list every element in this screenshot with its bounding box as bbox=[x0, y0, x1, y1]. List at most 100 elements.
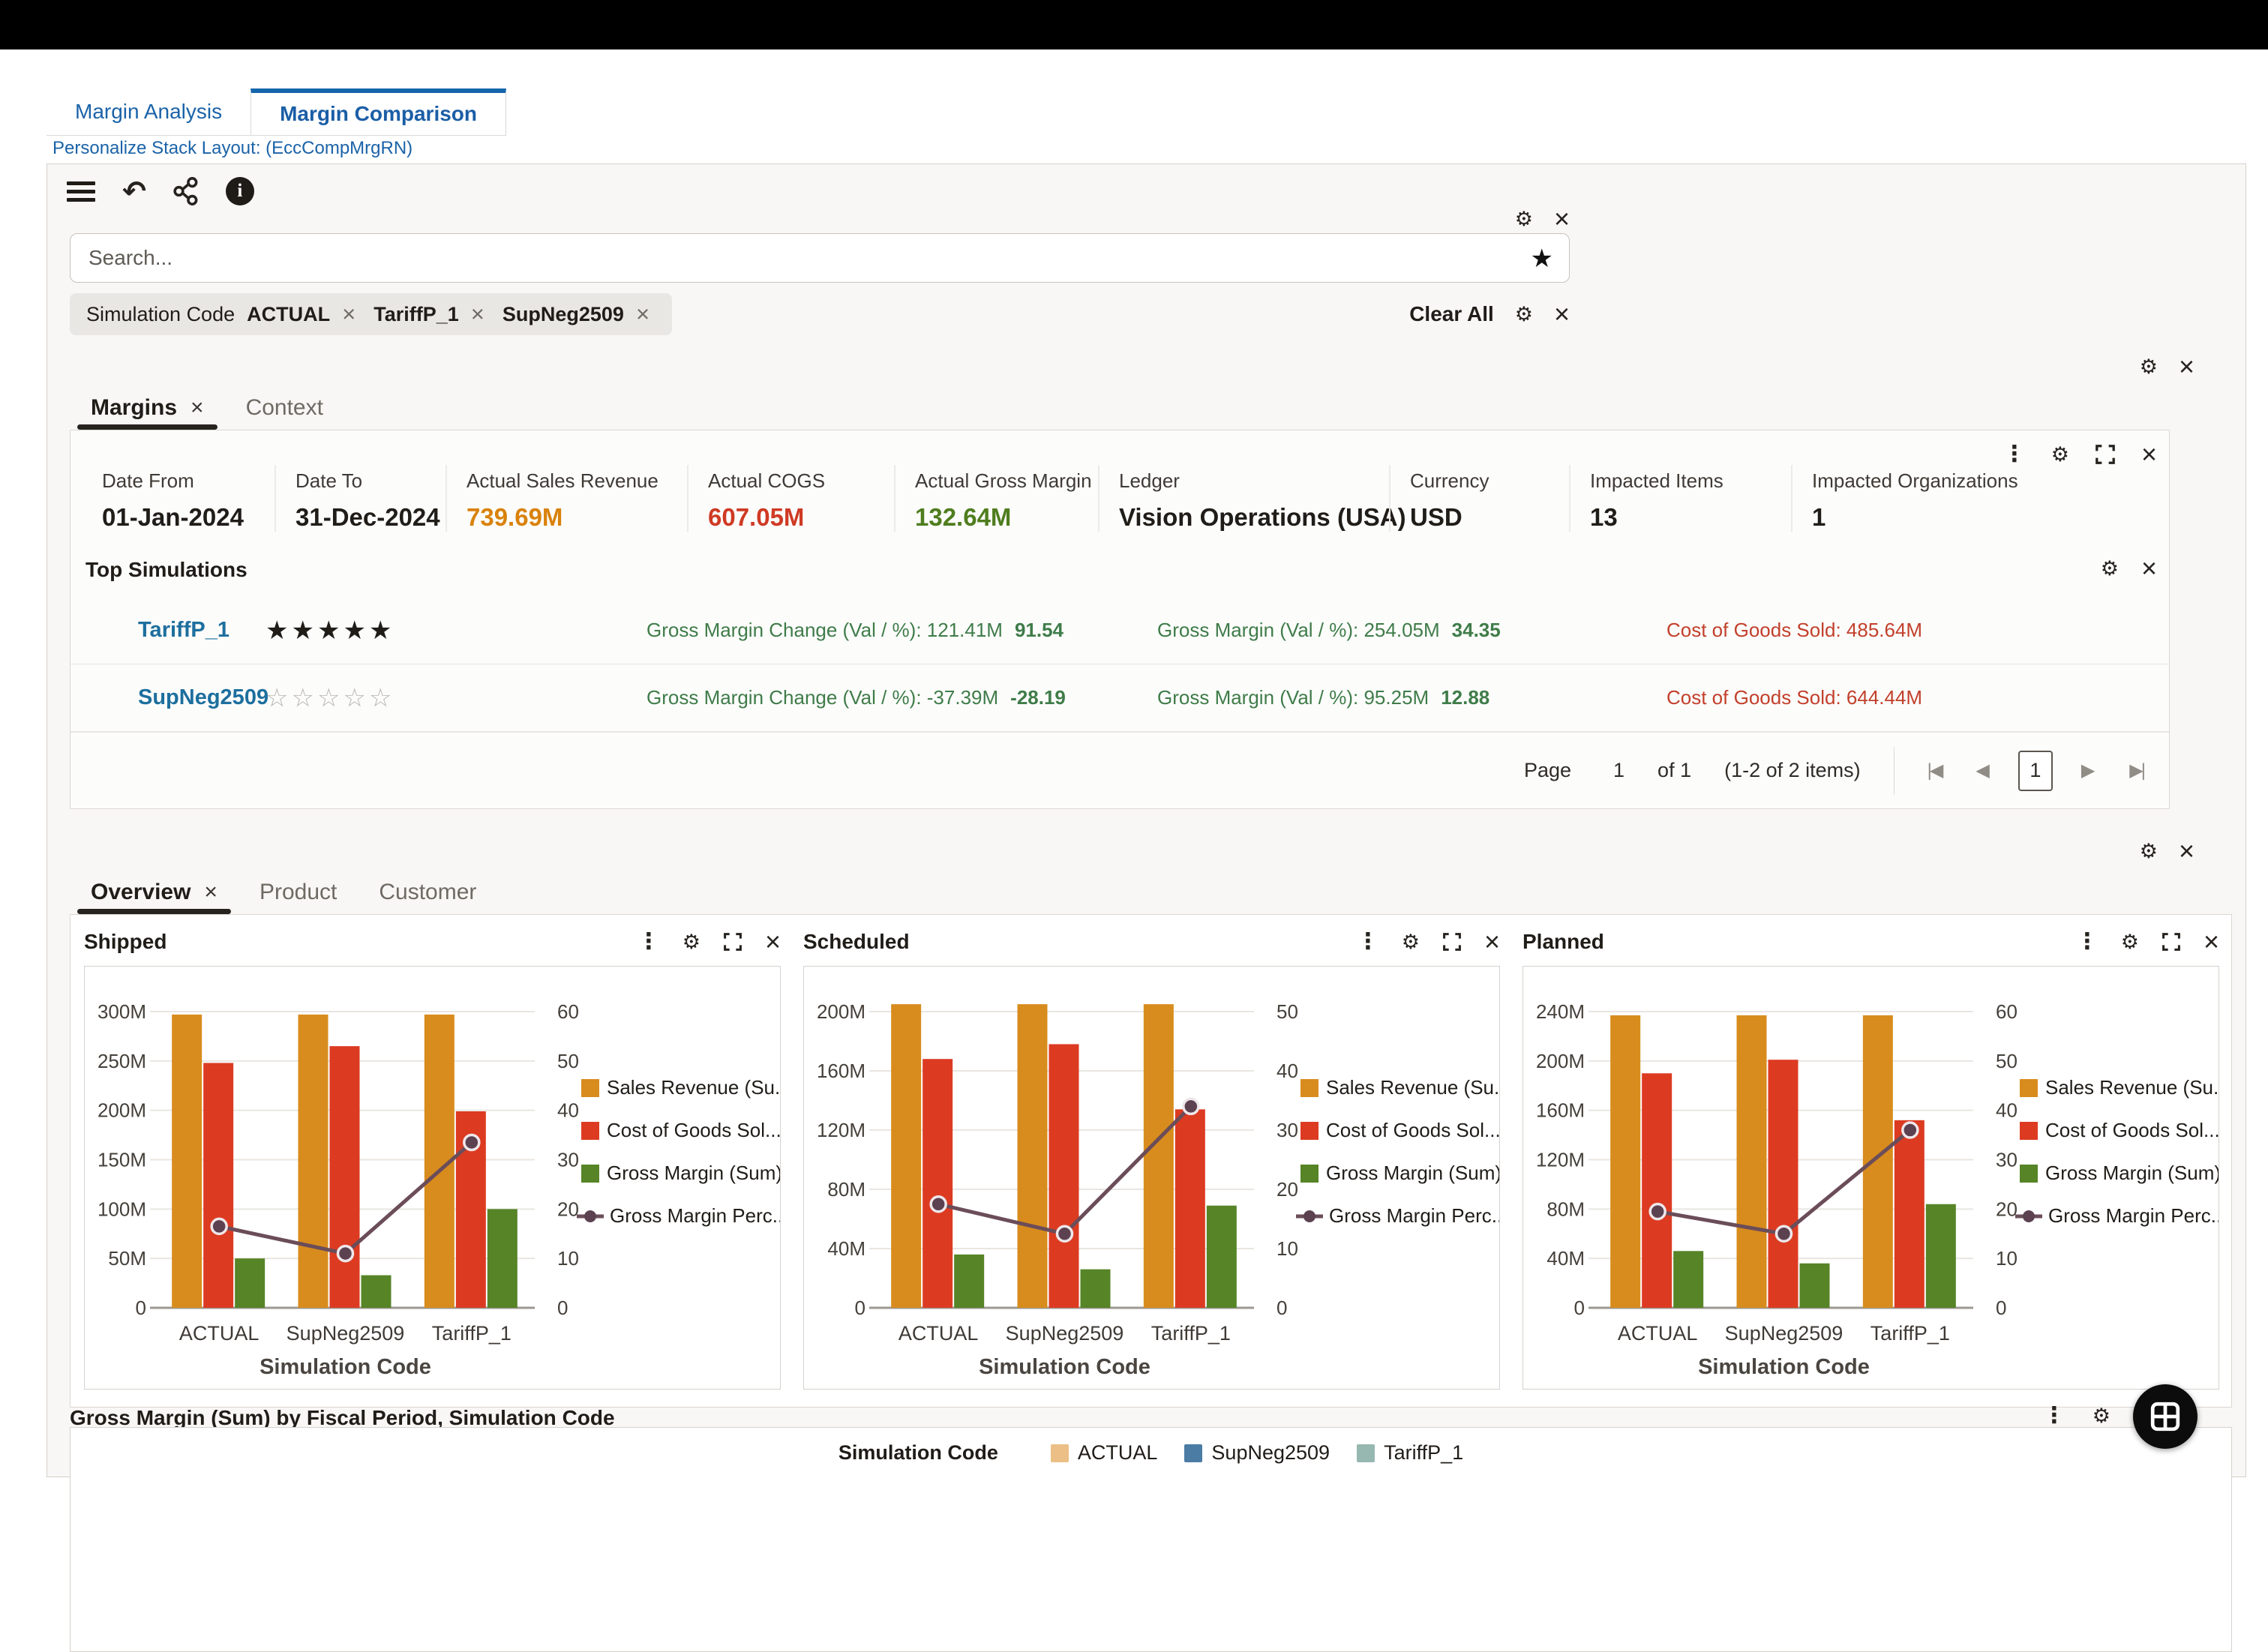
star-icon[interactable]: ★ bbox=[266, 616, 292, 645]
tab-customer[interactable]: Customer bbox=[379, 880, 477, 904]
tab-product[interactable]: Product bbox=[259, 880, 338, 904]
page-of: of 1 bbox=[1658, 759, 1692, 781]
search-container: ★ bbox=[70, 233, 1570, 283]
overflow-menu-icon[interactable]: ⋮ bbox=[2042, 1403, 2066, 1428]
svg-text:Gross Margin (Sum): Gross Margin (Sum) bbox=[2045, 1162, 2218, 1184]
gross-margin-change: Gross Margin Change (Val / %): 121.41M 91… bbox=[646, 619, 1064, 641]
close-tab-icon[interactable]: × bbox=[204, 880, 218, 904]
first-page-button[interactable]: |◀ bbox=[1927, 760, 1944, 781]
star-rating[interactable]: ★★★★★ bbox=[266, 616, 423, 646]
simulation-link[interactable]: SupNeg2509 bbox=[138, 685, 269, 709]
gear-icon[interactable]: ⚙ bbox=[2050, 442, 2069, 466]
close-icon[interactable]: × bbox=[764, 926, 781, 957]
gear-icon[interactable]: ⚙ bbox=[682, 930, 700, 953]
gear-icon[interactable]: ⚙ bbox=[2100, 556, 2119, 580]
svg-text:0: 0 bbox=[557, 1297, 568, 1319]
favorite-star-icon[interactable]: ★ bbox=[1530, 244, 1553, 273]
star-icon[interactable]: ☆ bbox=[266, 683, 292, 712]
overflow-menu-icon[interactable]: ⋮ bbox=[637, 929, 660, 954]
svg-text:200M: 200M bbox=[1536, 1050, 1585, 1072]
summary-cogs: Actual COGS 607.05M bbox=[687, 465, 894, 532]
bottom-chart-panel: Simulation Code ACTUAL SupNeg2509 Tariff… bbox=[70, 1427, 2232, 1652]
remove-filter-icon[interactable]: × bbox=[342, 301, 356, 327]
close-icon[interactable]: × bbox=[1484, 926, 1500, 957]
fullscreen-icon[interactable] bbox=[2095, 444, 2116, 465]
close-icon[interactable]: × bbox=[1553, 298, 1570, 329]
star-icon[interactable]: ★ bbox=[316, 616, 344, 645]
close-icon[interactable]: × bbox=[1553, 203, 1570, 234]
svg-text:250M: 250M bbox=[98, 1050, 146, 1072]
gear-icon[interactable]: ⚙ bbox=[1514, 302, 1533, 325]
gear-icon[interactable]: ⚙ bbox=[2139, 839, 2158, 862]
prev-page-button[interactable]: ◀ bbox=[1976, 760, 1990, 781]
star-icon[interactable]: ☆ bbox=[316, 683, 344, 712]
menu-icon[interactable] bbox=[67, 181, 95, 202]
last-page-button[interactable]: ▶| bbox=[2129, 760, 2146, 781]
chart-title: Scheduled bbox=[803, 930, 910, 953]
tab-overview[interactable]: Overview × bbox=[70, 871, 238, 914]
remove-filter-icon[interactable]: × bbox=[635, 301, 650, 327]
close-icon[interactable]: × bbox=[2178, 351, 2194, 382]
tab-margin-analysis[interactable]: Margin Analysis bbox=[75, 100, 223, 123]
star-icon[interactable]: ☆ bbox=[368, 683, 395, 712]
next-page-button[interactable]: ▶ bbox=[2080, 760, 2096, 781]
svg-text:Sales Revenue (Su...: Sales Revenue (Su... bbox=[1326, 1076, 1499, 1099]
tab-context[interactable]: Context bbox=[245, 395, 323, 420]
page-items: (1-2 of 2 items) bbox=[1724, 759, 1861, 781]
star-icon[interactable]: ★ bbox=[368, 616, 395, 645]
undo-icon[interactable]: ↶ bbox=[122, 175, 146, 208]
share-icon[interactable] bbox=[173, 177, 199, 205]
close-icon[interactable]: × bbox=[2203, 926, 2219, 957]
chip-value: SupNeg2509 bbox=[502, 302, 624, 325]
svg-text:20: 20 bbox=[557, 1198, 579, 1220]
svg-text:200M: 200M bbox=[817, 1000, 866, 1023]
fullscreen-icon[interactable] bbox=[2162, 932, 2181, 952]
svg-text:TariffP_1: TariffP_1 bbox=[432, 1322, 512, 1345]
bottom-chart-header: Gross Margin (Sum) by Fiscal Period, Sim… bbox=[70, 1403, 2232, 1433]
close-icon[interactable]: × bbox=[2140, 553, 2157, 583]
overflow-menu-icon[interactable]: ⋮ bbox=[2075, 929, 2098, 954]
tab-margin-comparison[interactable]: Margin Comparison bbox=[250, 88, 507, 135]
overflow-menu-icon[interactable]: ⋮ bbox=[1356, 929, 1379, 954]
star-rating[interactable]: ☆☆☆☆☆ bbox=[266, 683, 423, 713]
close-icon[interactable]: × bbox=[2178, 835, 2194, 866]
personalize-link[interactable]: Personalize Stack Layout: (EccCompMrgRN) bbox=[52, 138, 413, 158]
page-number-box[interactable]: 1 bbox=[2018, 750, 2053, 791]
close-icon[interactable]: × bbox=[2140, 439, 2157, 469]
svg-text:0: 0 bbox=[1276, 1297, 1287, 1319]
fullscreen-icon[interactable] bbox=[1442, 932, 1462, 952]
star-icon[interactable]: ★ bbox=[343, 616, 369, 645]
fullscreen-icon[interactable] bbox=[723, 932, 742, 952]
margins-section-actions: ⚙ × bbox=[2140, 353, 2194, 380]
simulation-link[interactable]: TariffP_1 bbox=[138, 618, 230, 642]
clear-all-button[interactable]: Clear All bbox=[1409, 302, 1494, 325]
svg-text:160M: 160M bbox=[817, 1060, 866, 1082]
shipped-chart: 300M 60 250M 50 200M 40 150M 30 100M 20 50M 10 0 0 ACT… bbox=[98, 1000, 791, 1396]
gross-margin: Gross Margin (Val / %): 95.25M 12.88 bbox=[1157, 686, 1490, 709]
cost-of-goods-sold: Cost of Goods Sold: 644.44M bbox=[1666, 686, 1923, 709]
svg-text:40M: 40M bbox=[1546, 1247, 1585, 1270]
svg-text:0: 0 bbox=[136, 1297, 146, 1319]
star-icon[interactable]: ☆ bbox=[291, 683, 317, 712]
chart-plot-area: 240M 60 200M 50 160M 40 120M 30 80M 20 40M 10 0 0 ACTU… bbox=[1522, 966, 2230, 1396]
gear-icon[interactable]: ⚙ bbox=[1401, 930, 1420, 953]
floating-grid-button[interactable] bbox=[2133, 1384, 2198, 1449]
remove-filter-icon[interactable]: × bbox=[470, 301, 484, 327]
gear-icon[interactable]: ⚙ bbox=[1514, 207, 1533, 230]
chart-header: Scheduled ⋮ ⚙ × bbox=[803, 925, 1500, 958]
gear-icon[interactable]: ⚙ bbox=[2139, 355, 2158, 378]
svg-text:Gross Margin Perc...: Gross Margin Perc... bbox=[610, 1204, 780, 1227]
gear-icon[interactable]: ⚙ bbox=[2120, 930, 2139, 953]
star-icon[interactable]: ☆ bbox=[343, 683, 369, 712]
bottom-chart-title: Gross Margin (Sum) by Fiscal Period, Sim… bbox=[70, 1406, 615, 1429]
search-input[interactable] bbox=[70, 233, 1570, 283]
star-icon[interactable]: ★ bbox=[291, 616, 317, 645]
gross-margin-change: Gross Margin Change (Val / %): -37.39M -2… bbox=[646, 686, 1066, 709]
legend-swatch bbox=[1184, 1444, 1203, 1462]
app-tab-bar: Margin Analysis Margin Comparison bbox=[46, 88, 507, 136]
tab-margins[interactable]: Margins × bbox=[70, 386, 225, 430]
close-tab-icon[interactable]: × bbox=[190, 395, 204, 420]
gear-icon[interactable]: ⚙ bbox=[2092, 1404, 2110, 1427]
overflow-menu-icon[interactable]: ⋮ bbox=[2002, 442, 2026, 466]
info-icon[interactable]: i bbox=[225, 177, 254, 205]
